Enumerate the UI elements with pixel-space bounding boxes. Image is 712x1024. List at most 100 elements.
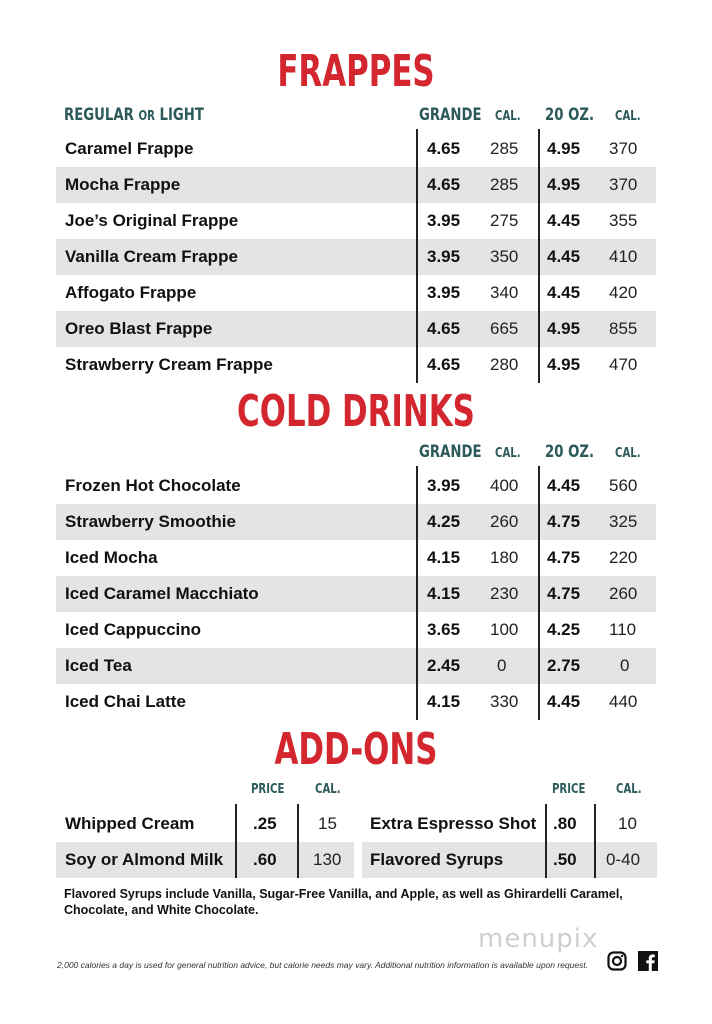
20oz-price: 4.45 <box>547 476 581 495</box>
grande-calories: 180 <box>490 548 519 567</box>
20oz-price: 4.95 <box>547 355 581 374</box>
frappes-20oz-header: 20 OZ. <box>545 105 594 125</box>
grande-price: 3.65 <box>427 620 461 639</box>
addon-name: Soy or Almond Milk <box>65 850 224 869</box>
20oz-price: 2.75 <box>547 656 581 675</box>
grande-calories: 275 <box>490 211 519 230</box>
20oz-calories: 420 <box>609 283 638 302</box>
addon-calories: 0-40 <box>606 850 641 869</box>
addon-row: Whipped Cream .25 15 <box>56 806 354 842</box>
grande-price: 4.65 <box>427 319 461 338</box>
watermark: menupix <box>478 924 599 954</box>
grande-price: 4.65 <box>427 175 461 194</box>
20oz-price: 4.95 <box>547 175 581 194</box>
item-name: Affogato Frappe <box>65 283 197 302</box>
menu-row: Iced Tea 2.45 0 2.75 0 <box>56 648 656 684</box>
grande-calories: 100 <box>490 620 519 639</box>
frappes-subtitle: REGULAR OR LIGHT <box>64 105 204 125</box>
addon-calories: 130 <box>313 850 342 869</box>
menu-row: Iced Chai Latte 4.15 330 4.45 440 <box>56 684 656 720</box>
item-name: Oreo Blast Frappe <box>65 319 213 338</box>
addons-price-header-left: PRICE <box>251 782 285 797</box>
instagram-icon[interactable] <box>607 951 627 971</box>
column-divider <box>416 466 418 720</box>
20oz-price: 4.45 <box>547 247 581 266</box>
item-name: Mocha Frappe <box>65 175 181 194</box>
20oz-calories: 260 <box>609 584 638 603</box>
grande-calories: 285 <box>490 139 519 158</box>
addon-row: Extra Espresso Shot .80 10 <box>362 806 657 842</box>
subtitle-or: OR <box>138 109 155 124</box>
frappes-cal-header-2: CAL. <box>615 109 641 124</box>
cold-grande-header: GRANDE <box>419 442 482 462</box>
20oz-price: 4.95 <box>547 139 581 158</box>
20oz-calories: 410 <box>609 247 638 266</box>
item-name: Strawberry Cream Frappe <box>65 355 273 374</box>
addons-title: ADD-ONS <box>274 724 438 775</box>
nutrition-disclaimer: 2,000 calories a day is used for general… <box>57 960 589 970</box>
item-name: Joe’s Original Frappe <box>65 211 239 230</box>
grande-price: 4.15 <box>427 584 461 603</box>
menu-row: Joe’s Original Frappe 3.95 275 4.45 355 <box>56 203 656 239</box>
20oz-price: 4.25 <box>547 620 581 639</box>
cold-cal-header-1: CAL. <box>495 446 521 461</box>
addon-price: .25 <box>253 814 277 833</box>
grande-price: 3.95 <box>427 247 461 266</box>
column-divider <box>538 129 540 383</box>
addon-price: .50 <box>553 850 577 869</box>
addon-name: Whipped Cream <box>65 814 195 833</box>
grande-price: 4.15 <box>427 692 461 711</box>
addon-price: .80 <box>553 814 577 833</box>
menu-row: Iced Caramel Macchiato 4.15 230 4.75 260 <box>56 576 656 612</box>
menu-row: Mocha Frappe 4.65 285 4.95 370 <box>56 167 656 203</box>
menu-row: Frozen Hot Chocolate 3.95 400 4.45 560 <box>56 468 656 504</box>
menu-row: Vanilla Cream Frappe 3.95 350 4.45 410 <box>56 239 656 275</box>
grande-calories: 340 <box>490 283 519 302</box>
20oz-calories: 470 <box>609 355 638 374</box>
cold-cal-header-2: CAL. <box>615 446 641 461</box>
grande-price: 4.15 <box>427 548 461 567</box>
frappes-cal-header-1: CAL. <box>495 109 521 124</box>
menu-row: Affogato Frappe 3.95 340 4.45 420 <box>56 275 656 311</box>
subtitle-light: LIGHT <box>159 105 204 125</box>
grande-calories: 230 <box>490 584 519 603</box>
grande-calories: 280 <box>490 355 519 374</box>
grande-price: 3.95 <box>427 476 461 495</box>
20oz-price: 4.95 <box>547 319 581 338</box>
grande-price: 4.65 <box>427 355 461 374</box>
20oz-price: 4.45 <box>547 692 581 711</box>
grande-calories: 665 <box>490 319 519 338</box>
20oz-price: 4.45 <box>547 283 581 302</box>
item-name: Iced Cappuccino <box>65 620 202 639</box>
cold-20oz-header: 20 OZ. <box>545 442 594 462</box>
addon-calories: 10 <box>618 814 637 833</box>
item-name: Iced Chai Latte <box>65 692 186 711</box>
item-name: Iced Caramel Macchiato <box>65 584 259 603</box>
column-divider <box>297 804 299 878</box>
20oz-calories: 355 <box>609 211 638 230</box>
column-divider <box>594 804 596 878</box>
column-divider <box>416 129 418 383</box>
addon-calories: 15 <box>318 814 337 833</box>
20oz-price: 4.75 <box>547 584 581 603</box>
item-name: Iced Mocha <box>65 548 158 567</box>
grande-price: 2.45 <box>427 656 461 675</box>
facebook-icon[interactable] <box>638 951 658 971</box>
addon-name: Extra Espresso Shot <box>370 814 537 833</box>
addons-cal-header-right: CAL. <box>616 782 642 797</box>
grande-calories: 260 <box>490 512 519 531</box>
column-divider <box>538 466 540 720</box>
frappes-title: FRAPPES <box>277 46 435 97</box>
syrups-note: Flavored Syrups include Vanilla, Sugar-F… <box>64 887 623 917</box>
grande-calories: 400 <box>490 476 519 495</box>
grande-price: 4.65 <box>427 139 461 158</box>
frappes-grande-header: GRANDE <box>419 105 482 125</box>
20oz-calories: 560 <box>609 476 638 495</box>
menu-row: Iced Mocha 4.15 180 4.75 220 <box>56 540 656 576</box>
20oz-calories: 370 <box>609 139 638 158</box>
menu-row: Iced Cappuccino 3.65 100 4.25 110 <box>56 612 656 648</box>
grande-calories: 285 <box>490 175 519 194</box>
item-name: Iced Tea <box>65 656 132 675</box>
item-name: Vanilla Cream Frappe <box>65 247 238 266</box>
grande-calories: 0 <box>497 656 507 675</box>
